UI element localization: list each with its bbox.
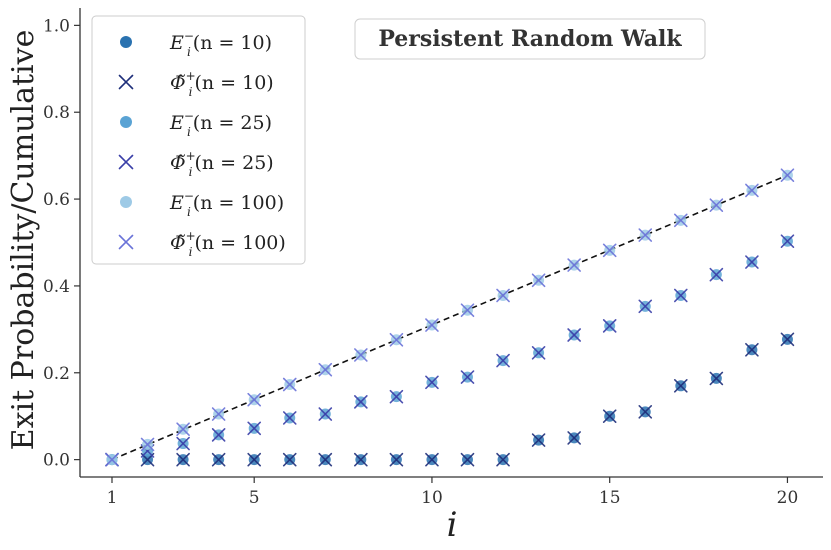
data-point	[354, 452, 368, 467]
legend-label: E− i (n = 25)	[169, 109, 272, 139]
x-axis-label: i	[447, 505, 458, 545]
series-3	[105, 234, 795, 467]
x-tick-label: 1	[107, 488, 118, 508]
legend: E− i (n = 10) Φ̃+ i (n = 10) E− i (n = 25) Φ̃+ i (n…	[91, 15, 306, 265]
data-point	[247, 392, 261, 407]
y-axis-label: Exit Probability/Cumulative	[6, 30, 41, 451]
y-tick-label: 0.2	[43, 364, 70, 384]
data-point	[247, 421, 261, 436]
data-point	[780, 332, 795, 347]
legend-entry: E− i (n = 10)	[120, 29, 272, 59]
data-point	[318, 452, 333, 467]
data-point	[140, 437, 155, 452]
data-point	[425, 318, 439, 332]
data-point	[780, 168, 795, 182]
chart-title-box: Persistent Random Walk	[354, 18, 706, 60]
data-point	[282, 452, 297, 467]
series-5	[105, 168, 795, 467]
x-tick-label: 20	[777, 488, 799, 508]
legend-marker	[120, 116, 132, 128]
y-tick-label: 0.0	[43, 451, 70, 471]
data-point	[638, 299, 653, 314]
chart-title: Persistent Random Walk	[378, 26, 682, 52]
data-point	[176, 452, 190, 467]
data-point	[496, 288, 510, 303]
data-point	[247, 452, 261, 467]
data-point	[460, 303, 475, 318]
data-point	[531, 273, 546, 288]
data-point	[389, 452, 404, 467]
legend-label: Φ̃+ i (n = 25)	[170, 149, 274, 179]
y-tick-label: 0.6	[43, 190, 70, 210]
series-0	[106, 333, 793, 466]
data-point	[709, 267, 724, 282]
data-point	[460, 452, 475, 467]
data-point	[176, 436, 190, 451]
y-tick-label: 1.0	[43, 16, 70, 36]
legend-marker	[120, 36, 132, 48]
data-point	[318, 407, 333, 421]
legend-marker	[120, 196, 132, 208]
x-tick-label: 5	[249, 488, 260, 508]
data-point	[389, 389, 404, 404]
data-point	[318, 362, 333, 377]
data-point	[354, 395, 368, 409]
data-point	[602, 243, 617, 258]
data-point	[673, 379, 688, 393]
data-point	[780, 234, 795, 248]
legend-box	[91, 15, 306, 265]
data-point	[496, 452, 510, 467]
y-tick-label: 0.8	[43, 103, 70, 123]
data-point	[567, 328, 581, 342]
data-point	[211, 428, 226, 442]
legend-marker	[118, 154, 134, 170]
data-point	[709, 371, 724, 386]
plot-area: 1 5 10 15 200.00.20.40.60.81.0	[43, 8, 823, 508]
data-point	[211, 407, 226, 421]
legend-entry: Φ̃+ i (n = 25)	[118, 149, 274, 179]
data-point	[673, 288, 688, 303]
data-point	[602, 409, 617, 424]
data-point	[425, 375, 439, 390]
series-2	[106, 235, 793, 466]
legend-entry: Φ̃+ i (n = 10)	[118, 69, 274, 99]
data-point	[638, 228, 653, 242]
x-tick-label: 15	[599, 488, 621, 508]
data-point	[176, 422, 190, 437]
legend-label: Φ̃+ i (n = 10)	[170, 69, 274, 99]
data-point	[745, 255, 759, 269]
x-tick-label: 10	[421, 488, 443, 508]
data-point	[602, 319, 617, 333]
legend-label: E− i (n = 10)	[169, 29, 272, 59]
data-point	[282, 377, 297, 392]
legend-entry: E− i (n = 25)	[120, 109, 272, 139]
legend-label: E− i (n = 100)	[169, 189, 284, 219]
legend-marker	[118, 74, 134, 90]
legend-entry: E− i (n = 100)	[120, 189, 284, 219]
data-point	[638, 405, 653, 419]
data-point	[496, 353, 510, 368]
data-point	[354, 348, 368, 362]
data-point	[425, 452, 439, 467]
data-point	[745, 342, 759, 357]
data-point	[709, 198, 724, 212]
legend-label: Φ̃+ i (n = 100)	[170, 229, 286, 259]
data-point	[105, 452, 119, 467]
series-1	[105, 332, 795, 467]
data-point	[745, 183, 759, 198]
data-point	[567, 431, 581, 445]
data-point	[282, 411, 297, 425]
legend-marker	[118, 234, 134, 250]
legend-entry: Φ̃+ i (n = 100)	[118, 229, 286, 259]
data-point	[389, 332, 404, 347]
data-point	[567, 258, 581, 272]
data-point	[673, 213, 688, 228]
data-point	[460, 370, 475, 384]
reference-line	[111, 174, 788, 461]
data-point	[211, 452, 226, 467]
data-point	[531, 346, 546, 360]
data-point	[531, 433, 546, 447]
y-tick-label: 0.4	[43, 277, 70, 297]
